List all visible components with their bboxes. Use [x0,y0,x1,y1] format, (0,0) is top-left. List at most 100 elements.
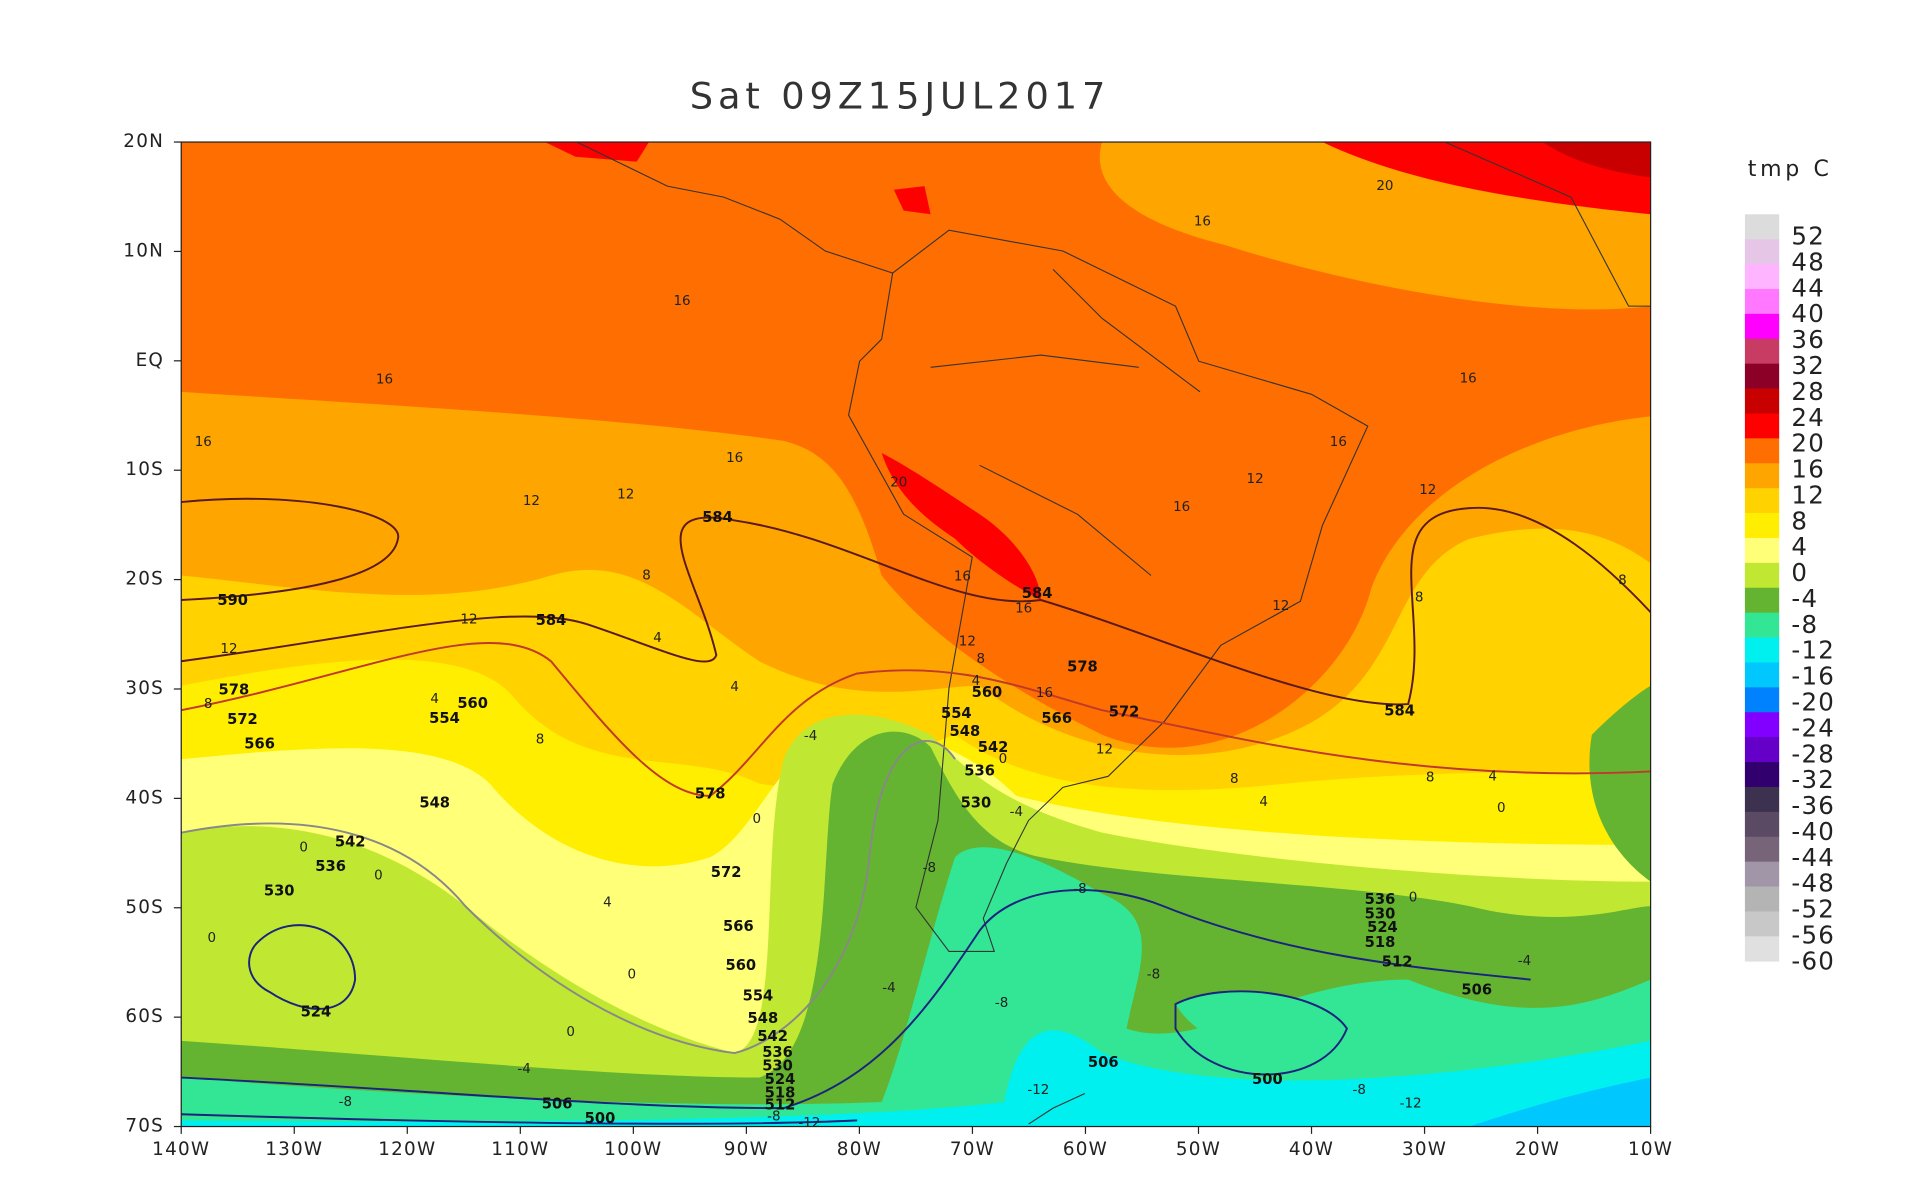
height-contour-label: 566 [1041,710,1072,727]
colorbar-swatch [1744,662,1780,688]
lat-label: EQ [136,350,165,371]
height-contour-label: 548 [748,1010,779,1027]
temperature-contour-label: -4 [1518,954,1531,969]
temperature-contour-label: 0 [752,812,761,827]
height-contour-label: 584 [536,612,567,629]
lat-label: 50S [125,897,164,918]
height-contour-label: 506 [1088,1054,1119,1071]
temperature-contour-label: -8 [995,996,1008,1011]
height-contour-label: 560 [457,695,488,712]
height-contour-label: 542 [757,1028,788,1045]
temperature-contour-label: 0 [208,931,217,946]
lon-label: 70W [950,1139,995,1160]
lat-label: 20S [125,569,164,590]
lat-label: 30S [125,678,164,699]
height-contour-label: 524 [301,1004,332,1021]
colorbar-swatch [1744,513,1780,539]
temperature-contour-label: -4 [517,1062,530,1077]
temperature-field: 5905845845845845785725665605545485425365… [181,142,1651,1127]
temperature-contour-label: 8 [1618,573,1627,588]
colorbar-label: -36 [1791,791,1835,820]
colorbar-label: 32 [1791,351,1825,380]
colorbar-swatch [1744,836,1780,862]
temperature-contour-label: 16 [726,451,743,466]
colorbar-swatch [1744,612,1780,638]
colorbar-swatch [1744,562,1780,589]
lon-label: 10W [1628,1139,1673,1160]
colorbar-label: -48 [1791,869,1835,898]
lon-label: 60W [1063,1139,1108,1160]
colorbar-swatch [1744,413,1780,439]
lon-label: 80W [837,1139,882,1160]
height-contour-label: 506 [542,1095,573,1112]
colorbar-swatch [1744,737,1780,763]
height-contour-label: 572 [227,711,258,728]
temperature-contour-label: 12 [220,642,237,657]
lon-label: 110W [491,1139,549,1160]
temperature-contour-label: 8 [1415,591,1424,606]
height-contour-label: 566 [244,735,275,752]
height-contour-label: 536 [315,858,346,875]
temperature-contour-label: -4 [882,981,895,996]
temperature-contour-label: 16 [954,570,971,585]
temperature-contour-label: 12 [460,613,477,628]
colorbar-swatch [1744,537,1780,564]
colorbar-swatch [1744,687,1780,713]
colorbar-label: 52 [1791,222,1825,251]
colorbar-swatch [1744,936,1780,962]
height-contour-label: 536 [1365,891,1396,908]
temperature-contour-label: 8 [536,733,545,748]
colorbar-swatch [1744,388,1780,414]
lon-label: 130W [265,1139,323,1160]
colorbar-label: 44 [1791,273,1825,302]
lat-label: 20N [123,131,164,152]
map-title: Sat 09Z15JUL2017 [690,74,1110,117]
colorbar-swatch [1744,214,1780,240]
temperature-contour-label: 12 [617,488,634,503]
height-contour-label: 548 [419,794,450,811]
temperature-contour-label: 16 [376,373,393,388]
lon-label: 30W [1402,1139,1447,1160]
colorbar-label: -16 [1791,662,1835,691]
colorbar-label: 48 [1791,247,1825,276]
temperature-contour-label: 4 [1488,769,1497,784]
height-contour-label: 500 [1252,1071,1283,1088]
colorbar-label: 16 [1791,455,1825,484]
colorbar-swatch [1744,911,1780,937]
colorbar-swatch [1744,288,1780,315]
height-contour-label: 590 [217,592,248,609]
temperature-contour-label: 16 [1015,602,1032,617]
colorbar-swatch [1744,786,1780,813]
temperature-contour-label: 8 [1230,772,1239,787]
height-contour-label: 524 [765,1071,796,1088]
height-contour-label: 512 [765,1097,796,1114]
colorbar-label: -20 [1791,687,1835,716]
temperature-contour-label: 16 [673,294,690,309]
temperature-contour-label: -8 [1147,968,1160,983]
temperature-contour-label: 8 [642,569,651,584]
height-contour-label: 500 [585,1110,616,1127]
temperature-contour-label: -12 [1400,1096,1422,1111]
temperature-contour-label: 12 [959,635,976,650]
temperature-contour-label: 12 [1096,742,1113,757]
lat-label: 60S [125,1006,164,1027]
colorbar-label: -40 [1791,817,1835,846]
colorbar-label: 28 [1791,377,1825,406]
height-contour-label: 518 [765,1084,796,1101]
temperature-contour-label: 8 [204,697,213,712]
lon-label: 120W [378,1139,436,1160]
temperature-contour-label: 4 [1259,795,1268,810]
height-contour-label: 542 [978,739,1009,756]
colorbar-label: 8 [1791,506,1808,535]
lon-label: 100W [604,1139,662,1160]
temperature-contour-label: 12 [523,494,540,509]
height-contour-label: 584 [1384,702,1415,719]
temperature-contour-label: 0 [999,752,1008,767]
height-contour-label: 542 [335,833,366,850]
height-contour-label: 584 [702,509,733,526]
height-contour-label: 560 [725,957,756,974]
colorbar-label: -24 [1791,713,1835,742]
lat-label: 10S [125,459,164,480]
